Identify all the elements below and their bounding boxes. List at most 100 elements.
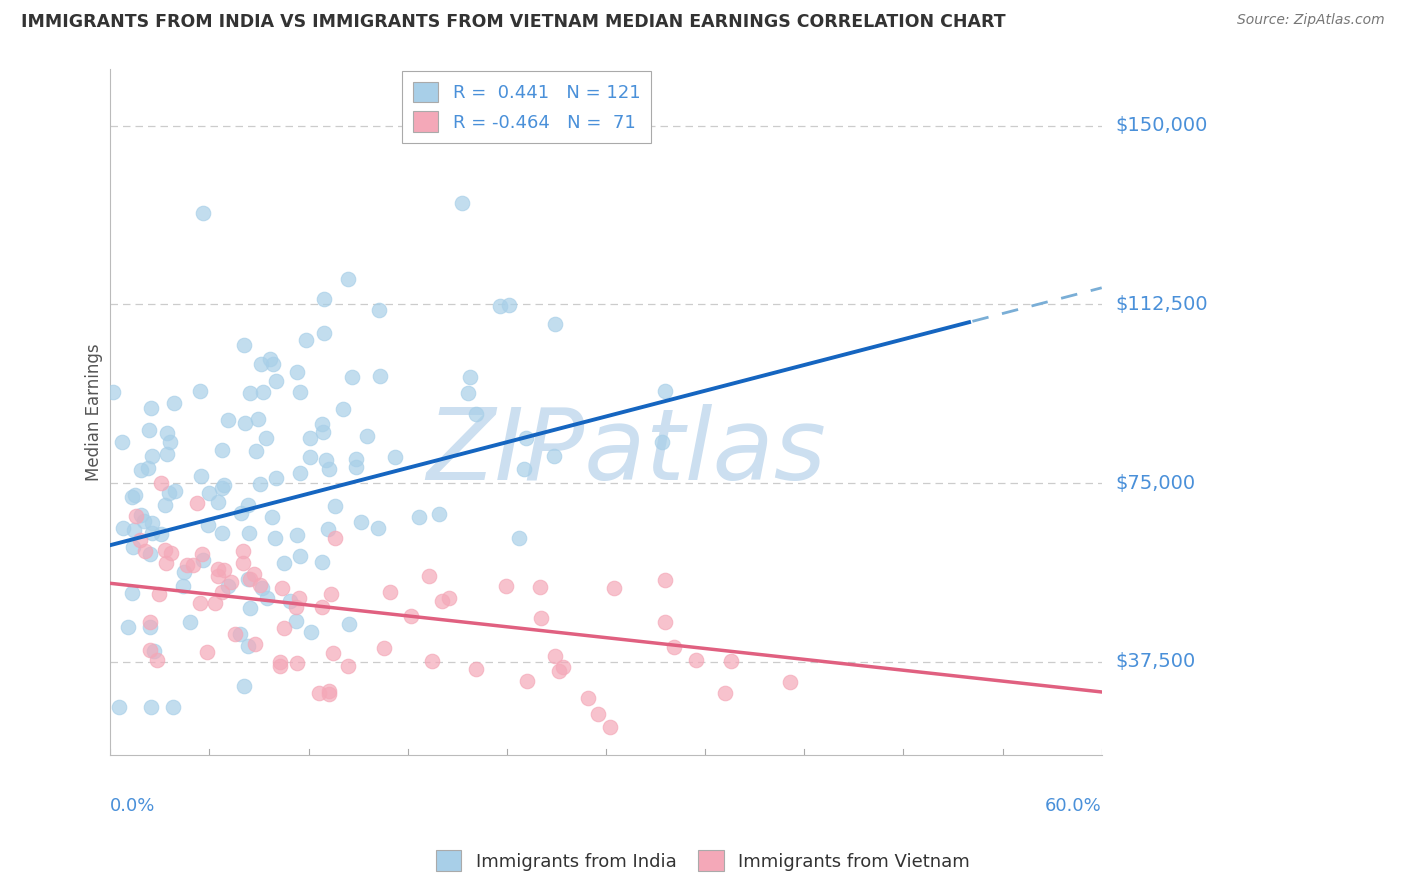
Point [141,516,163,530]
Point [188,384,211,398]
Point [217,413,239,427]
Point [198,486,221,500]
Point [238,639,260,653]
Point [273,556,295,570]
Point [344,460,367,475]
Point [264,471,287,485]
Point [662,640,685,655]
Point [252,384,274,399]
Point [373,641,395,656]
Point [141,401,163,416]
Point [153,498,176,512]
Point [153,543,176,558]
Point [186,496,208,510]
Point [238,601,260,615]
Point [233,417,256,431]
Point [290,384,312,399]
Text: IMMIGRANTS FROM INDIA VS IMMIGRANTS FROM VIETNAM MEDIAN EARNINGS CORRELATION CHA: IMMIGRANTS FROM INDIA VS IMMIGRANTS FROM… [21,13,1005,31]
Point [720,654,742,668]
Point [378,585,401,599]
Point [285,657,308,671]
Point [138,423,160,437]
Point [239,572,262,586]
Text: 0.0%: 0.0% [110,797,156,814]
Point [342,370,364,384]
Point [530,611,553,625]
Text: 60.0%: 60.0% [1045,797,1102,814]
Point [465,661,488,675]
Point [250,581,273,595]
Point [190,547,212,561]
Point [136,461,159,475]
Point [488,299,510,313]
Point [323,499,346,513]
Point [299,431,322,445]
Point [285,527,308,541]
Point [384,450,406,464]
Point [269,658,291,673]
Point [145,653,167,667]
Point [132,514,155,528]
Point [176,558,198,573]
Point [134,544,156,558]
Point [508,531,530,545]
Point [160,546,183,560]
Point [129,508,152,522]
Point [318,683,340,698]
Point [149,527,172,541]
Point [337,617,360,632]
Point [495,579,517,593]
Point [247,411,270,425]
Point [356,429,378,443]
Point [346,452,368,467]
Point [229,506,252,520]
Point [110,434,132,449]
Point [779,674,801,689]
Y-axis label: Median Earnings: Median Earnings [86,343,103,481]
Point [148,587,170,601]
Point [259,351,281,366]
Point [318,687,340,701]
Point [516,673,538,688]
Point [249,578,271,592]
Point [112,521,135,535]
Point [165,483,187,498]
Point [654,615,676,629]
Point [322,646,344,660]
Point [401,609,423,624]
Point [311,425,333,439]
Point [576,691,599,706]
Point [242,567,264,582]
Point [141,449,163,463]
Point [599,719,621,733]
Point [464,407,486,421]
Point [515,431,537,445]
Point [299,450,322,464]
Point [188,596,211,610]
Point [249,477,271,491]
Point [138,620,160,634]
Point [212,563,235,577]
Point [207,569,229,583]
Point [458,370,481,384]
Point [256,591,278,605]
Point [121,540,143,554]
Text: $37,500: $37,500 [1115,652,1197,672]
Point [654,384,676,399]
Point [197,518,219,533]
Point [229,627,252,641]
Point [586,707,609,722]
Point [139,615,162,629]
Point [121,490,143,504]
Text: $112,500: $112,500 [1115,295,1208,314]
Point [315,452,337,467]
Point [236,572,259,586]
Point [498,298,520,312]
Point [232,556,254,570]
Point [685,652,707,666]
Point [124,488,146,502]
Point [141,700,163,714]
Point [288,591,311,606]
Point [125,508,148,523]
Point [207,562,229,576]
